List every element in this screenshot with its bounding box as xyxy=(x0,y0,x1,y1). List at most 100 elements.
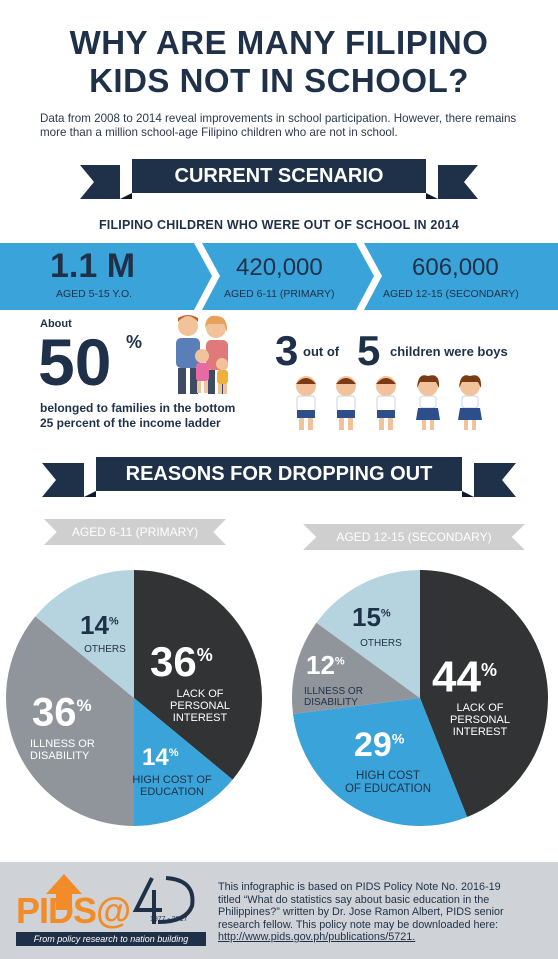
primary-ill-value: 36% xyxy=(32,684,92,734)
boy-icon xyxy=(336,376,356,430)
pct-sign: % xyxy=(391,730,405,747)
stat-total-label: AGED 5-15 Y.O. xyxy=(56,288,133,300)
secondary-tag: AGED 12-15 (SECONDARY) xyxy=(303,524,525,550)
pct-sign: % xyxy=(76,696,92,715)
value-text: 15 xyxy=(352,602,381,632)
primary-ill-label: ILLNESS OR DISABILITY xyxy=(30,738,104,762)
secondary-cost-value: 29% xyxy=(354,726,404,765)
income-text-2: 25 percent of the income ladder xyxy=(40,416,221,430)
stat-total-value: 1.1 M xyxy=(50,247,136,285)
ribbon-label: REASONS FOR DROPPING OUT xyxy=(96,457,462,491)
title-line-1: WHY ARE MANY FILIPINO xyxy=(69,24,489,61)
ribbon-label: CURRENT SCENARIO xyxy=(132,159,426,193)
primary-lack-value: 36% xyxy=(150,632,213,685)
note-line: titled “What do statistics say about bas… xyxy=(218,893,490,906)
value-text: 36 xyxy=(150,638,197,685)
secondary-ill-value: 12% xyxy=(306,650,345,681)
primary-slice-lack-of-personal-interest xyxy=(134,570,262,780)
income-value: 50 xyxy=(38,325,112,399)
note-line: research fellow. This policy note may be… xyxy=(218,918,499,931)
secondary-slice-others xyxy=(316,570,420,698)
stat-primary-label: AGED 6-11 (PRIMARY) xyxy=(224,288,335,300)
label-line: EDUCATION xyxy=(140,786,204,798)
page-title: WHY ARE MANY FILIPINO KIDS NOT IN SCHOOL… xyxy=(0,24,558,100)
footer-link[interactable]: http://www.pids.gov.ph/publications/5721… xyxy=(218,931,416,943)
value-text: 14 xyxy=(80,610,109,640)
girl-icon xyxy=(458,375,482,430)
primary-pie-chart xyxy=(5,570,262,826)
primary-slice-others xyxy=(35,570,134,698)
logo-text: PIDS@ xyxy=(16,890,131,931)
logo-tagline: From policy research to nation building xyxy=(16,932,206,946)
boys-mid: out of xyxy=(303,344,340,359)
label-line: PERSONAL xyxy=(170,700,230,712)
pct-sign: % xyxy=(480,660,497,680)
secondary-oth-value: 15% xyxy=(352,602,391,633)
primary-slice-high-cost-of-education xyxy=(134,698,233,826)
label-line: OF EDUCATION xyxy=(344,783,432,795)
secondary-slice-lack-of-personal-interest xyxy=(420,570,548,818)
boy-icon xyxy=(376,376,396,430)
primary-cost-value: 14% xyxy=(142,744,178,772)
primary-oth-label: OTHERS xyxy=(84,644,126,655)
secondary-slice-high-cost-of-education xyxy=(293,698,468,826)
primary-oth-value: 14% xyxy=(80,610,119,641)
pct-sign: % xyxy=(108,615,119,628)
pct-sign: % xyxy=(196,645,213,665)
note-line: This infographic is based on PIDS Policy… xyxy=(218,881,501,893)
title-line-2: KIDS NOT IN SCHOOL? xyxy=(89,62,469,99)
pct-sign: % xyxy=(334,655,345,668)
note-line: Philippines?” written by Dr. Jose Ramon … xyxy=(218,906,504,918)
logo-arrow-icon xyxy=(46,874,195,924)
stat-secondary-label: AGED 12-15 (SECONDARY) xyxy=(383,288,519,300)
boys-tail: children were boys xyxy=(390,344,508,359)
ribbon-tails xyxy=(42,463,516,497)
family-illustration xyxy=(176,315,228,394)
ribbon-reasons: REASONS FOR DROPPING OUT xyxy=(42,453,516,503)
value-text: 29 xyxy=(354,726,392,764)
income-text-1: belonged to families in the bottom xyxy=(40,401,236,415)
label-line: ILLNESS OR xyxy=(304,686,363,697)
value-text: 12 xyxy=(306,650,335,680)
pct-sign: % xyxy=(380,607,391,620)
label-line: ILLNESS OR xyxy=(30,738,95,750)
pids-logo: PIDS@ 1977 - 2017 From policy research t… xyxy=(16,870,206,948)
ribbon-current-scenario: CURRENT SCENARIO xyxy=(80,155,478,205)
secondary-lack-value: 44% xyxy=(432,646,497,702)
secondary-lack-label: LACK OF PERSONAL INTEREST xyxy=(440,702,520,738)
primary-lack-label: LACK OF PERSONAL INTEREST xyxy=(160,688,240,724)
secondary-slice-illness-or-disability xyxy=(292,622,420,715)
girl-icon xyxy=(416,375,440,430)
primary-slice-illness-or-disability xyxy=(5,616,134,826)
label-line: LACK OF xyxy=(176,688,224,700)
label-line: LACK OF xyxy=(456,702,504,714)
pct-sign: % xyxy=(168,747,179,759)
primary-cost-label: HIGH COST OF EDUCATION xyxy=(132,774,212,798)
income-pct: % xyxy=(126,332,143,352)
label-line: HIGH COST xyxy=(356,770,420,782)
secondary-cost-label: HIGH COST OF EDUCATION xyxy=(338,770,438,796)
boys-n2: 5 xyxy=(357,327,381,374)
value-text: 44 xyxy=(432,652,481,702)
footer-note: This infographic is based on PIDS Policy… xyxy=(218,881,554,944)
stat-secondary-value: 606,000 xyxy=(412,254,499,281)
ribbon-tails xyxy=(80,165,478,199)
label-line: PERSONAL xyxy=(450,714,510,726)
label-line: HIGH COST OF xyxy=(132,774,212,786)
stat-primary-value: 420,000 xyxy=(236,254,323,281)
label-line: DISABILITY xyxy=(30,750,90,762)
primary-tag: AGED 6-11 (PRIMARY) xyxy=(44,519,226,545)
label-line: INTEREST xyxy=(172,712,228,724)
value-text: 14 xyxy=(142,744,169,771)
secondary-ill-label: ILLNESS OR DISABILITY xyxy=(304,686,378,708)
scenario-subtitle: FILIPINO CHILDREN WHO WERE OUT OF SCHOOL… xyxy=(98,218,460,232)
boys-n1: 3 xyxy=(275,327,299,374)
secondary-oth-label: OTHERS xyxy=(360,638,402,649)
label-line: DISABILITY xyxy=(304,697,358,708)
logo-years: 1977 - 2017 xyxy=(150,916,188,923)
children-illustration xyxy=(296,375,482,430)
boy-icon xyxy=(296,376,316,430)
stat-row-background xyxy=(0,243,558,310)
income-about: About xyxy=(40,318,72,330)
value-text: 36 xyxy=(32,690,77,735)
